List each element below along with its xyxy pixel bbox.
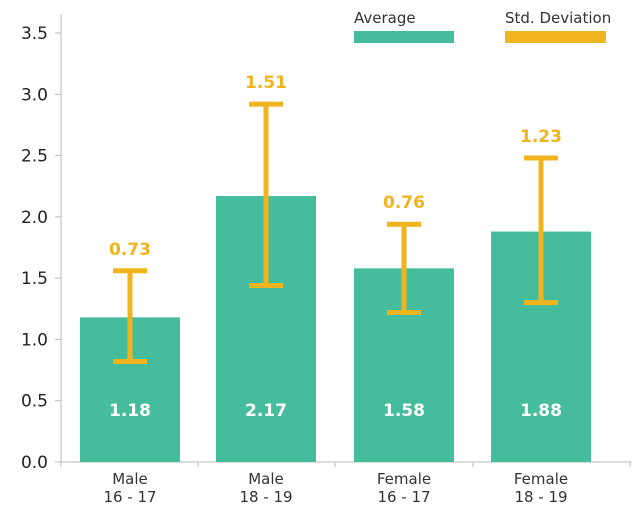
bar-value-label: 2.17 bbox=[245, 401, 287, 421]
y-tick-label: 0.0 bbox=[21, 453, 48, 473]
x-category-label-line1: Female bbox=[514, 470, 568, 488]
bar-value-label: 1.18 bbox=[109, 401, 151, 421]
std-dev-value-label: 1.23 bbox=[520, 127, 562, 147]
legend-swatch-average bbox=[354, 31, 454, 43]
std-dev-value-label: 1.51 bbox=[245, 73, 287, 93]
y-tick-label: 1.0 bbox=[21, 330, 48, 350]
x-category-label-line2: 18 - 19 bbox=[514, 488, 567, 506]
x-category-label-line2: 16 - 17 bbox=[103, 488, 156, 506]
legend-label-std-deviation: Std. Deviation bbox=[505, 9, 611, 27]
bar-value-label: 1.58 bbox=[383, 401, 425, 421]
y-tick-label: 2.0 bbox=[21, 208, 48, 228]
bar-value-label: 1.88 bbox=[520, 401, 562, 421]
legend: Average Std. Deviation bbox=[354, 9, 611, 43]
labels: 1.18 2.17 1.58 1.88 0.73 1.51 0.76 1.23 bbox=[109, 73, 562, 421]
legend-label-average: Average bbox=[354, 9, 416, 27]
std-dev-value-label: 0.76 bbox=[383, 193, 425, 213]
error-bars bbox=[113, 101, 558, 364]
x-category-label-line1: Male bbox=[112, 470, 148, 488]
y-tick-label: 3.0 bbox=[21, 85, 48, 105]
x-category-label-line2: 18 - 19 bbox=[239, 488, 292, 506]
y-tick-label: 3.5 bbox=[21, 24, 48, 44]
bars bbox=[80, 196, 591, 462]
y-tick-label: 1.5 bbox=[21, 269, 48, 289]
x-category-label-line1: Male bbox=[248, 470, 284, 488]
legend-swatch-std-deviation bbox=[505, 31, 606, 43]
y-tick-label: 2.5 bbox=[21, 147, 48, 167]
x-category-label-line2: 16 - 17 bbox=[377, 488, 430, 506]
std-dev-value-label: 0.73 bbox=[109, 240, 151, 260]
y-tick-label: 0.5 bbox=[21, 392, 48, 412]
x-category-label-line1: Female bbox=[377, 470, 431, 488]
